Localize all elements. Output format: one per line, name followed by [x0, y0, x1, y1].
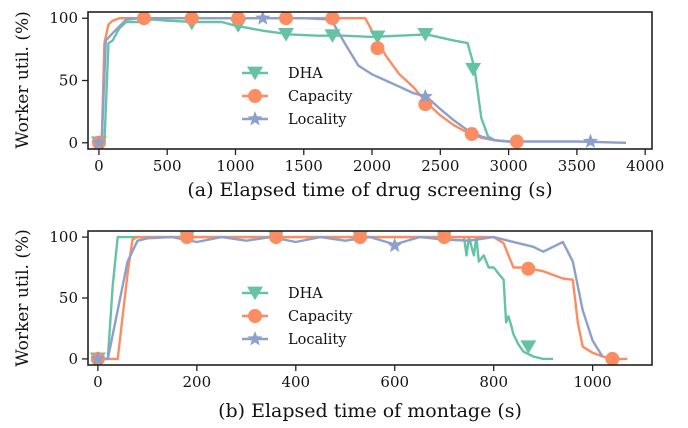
data-point-dha	[520, 340, 537, 354]
x-tick-label: 1000	[574, 373, 612, 391]
series-line-capacity	[97, 235, 628, 361]
data-point-capacity	[605, 351, 620, 365]
legend-label-dha: DHA	[288, 286, 323, 302]
x-axis-label: (a) Elapsed time of drug screening (s)	[187, 179, 552, 201]
series-group	[89, 231, 628, 365]
x-tick-label: 4000	[626, 157, 664, 175]
x-tick-label: 200	[183, 373, 212, 391]
y-axis-label: Worker util. (%)	[13, 11, 33, 148]
x-tick-label: 2500	[421, 157, 459, 175]
y-tick-label: 50	[59, 289, 78, 307]
series-group	[90, 12, 627, 149]
y-tick-label: 100	[49, 228, 78, 246]
legend-label-dha: DHA	[288, 66, 323, 82]
x-tick-label: 0	[93, 373, 103, 391]
data-point-capacity	[370, 41, 385, 56]
x-tick-label: 0	[94, 157, 104, 175]
legend-label-capacity: Capacity	[288, 89, 353, 105]
data-point-locality	[91, 134, 107, 149]
data-point-locality	[582, 133, 599, 148]
data-point-capacity	[179, 231, 194, 245]
data-point-capacity	[231, 12, 246, 26]
legend-label-capacity: Capacity	[288, 309, 353, 325]
legend: DHA Capacity Locality	[242, 286, 353, 348]
legend-marker-locality	[247, 111, 263, 126]
y-tick-label: 50	[59, 72, 78, 90]
y-tick-label: 0	[68, 134, 78, 152]
data-point-capacity	[279, 12, 294, 26]
x-tick-label: 600	[380, 373, 409, 391]
chart-drug-screening: 0 500 1000 1500 2000 2500 3000 3500 4000 0 50 100 D…	[13, 9, 664, 201]
legend-marker-capacity	[248, 309, 262, 323]
legend-marker-dha	[247, 66, 263, 81]
axis-ticks: 0 500 1000 1500 2000 2500 3000 3500 4000 0 50 100	[49, 9, 664, 175]
data-point-capacity	[509, 134, 524, 149]
y-tick-label: 0	[68, 350, 78, 368]
data-point-capacity	[325, 12, 340, 26]
data-point-capacity	[184, 12, 199, 26]
y-tick-label: 100	[49, 9, 78, 27]
legend-marker-dha	[247, 286, 263, 301]
data-point-capacity	[136, 12, 151, 26]
x-tick-label: 3500	[558, 157, 596, 175]
data-point-locality	[90, 350, 106, 365]
y-axis-label: Worker util. (%)	[13, 229, 33, 366]
data-point-dha	[369, 30, 386, 45]
legend-label-locality: Locality	[288, 112, 347, 128]
data-point-dha	[324, 29, 341, 43]
legend-marker-locality	[247, 331, 263, 346]
plot-frame	[87, 230, 653, 366]
legend-label-locality: Locality	[288, 332, 347, 348]
data-point-dha	[417, 28, 434, 42]
axis-ticks: 0 200 400 600 800 1000 0 50 100	[49, 228, 611, 391]
data-point-capacity	[437, 231, 452, 245]
data-point-dha	[278, 28, 295, 42]
x-tick-label: 400	[281, 373, 310, 391]
x-tick-label: 2000	[353, 157, 391, 175]
data-point-locality	[387, 237, 403, 253]
x-tick-label: 1000	[216, 157, 254, 175]
x-tick-label: 3000	[490, 157, 528, 175]
data-point-locality	[417, 88, 433, 104]
x-axis-label: (b) Elapsed time of montage (s)	[218, 400, 522, 422]
legend: DHA Capacity Locality	[242, 66, 353, 128]
data-point-capacity	[521, 261, 536, 276]
x-tick-label: 1500	[285, 157, 323, 175]
data-point-capacity	[464, 127, 479, 142]
data-point-capacity	[269, 231, 283, 245]
series-line-locality	[98, 17, 627, 144]
plot-frame	[87, 11, 653, 150]
x-tick-label: 800	[479, 373, 508, 391]
x-tick-label: 500	[153, 157, 182, 175]
chart-montage: 0 200 400 600 800 1000 0 50 100 DHA Capacity Local…	[13, 228, 653, 422]
legend-marker-capacity	[248, 89, 262, 103]
data-point-locality	[255, 12, 271, 25]
data-point-capacity	[353, 231, 368, 245]
data-point-dha	[465, 62, 482, 77]
